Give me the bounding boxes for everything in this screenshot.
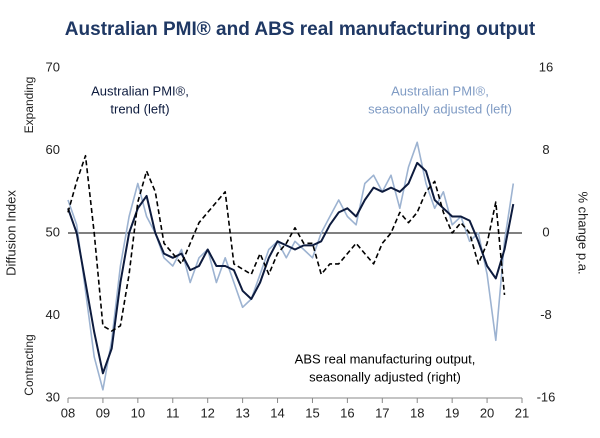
x-tick-label: 16 [340,405,354,420]
y-axis-label: Diffusion Index [3,190,18,276]
x-tick-label: 21 [515,405,529,420]
y2-tick-label: -16 [537,389,556,404]
annotation: trend (left) [110,101,169,116]
series-line [67,154,506,332]
y-tick-label: 40 [46,307,60,322]
x-tick-label: 08 [61,405,75,420]
annotation: seasonally adjusted (right) [309,369,461,384]
y-tick-label: 30 [46,389,60,404]
x-tick-label: 17 [375,405,389,420]
annotation: Australian PMI®, [91,83,189,98]
x-tick-label: 09 [96,405,110,420]
y-tick-label: 50 [46,224,60,239]
annotation: seasonally adjusted (left) [368,101,512,116]
y2-tick-label: 16 [539,59,553,74]
annotation: ABS real manufacturing output, [295,351,476,366]
x-tick-label: 18 [410,405,424,420]
x-tick-label: 19 [445,405,459,420]
annotation: Australian PMI®, [391,83,489,98]
x-tick-label: 20 [480,405,494,420]
x-tick-label: 13 [235,405,249,420]
x-tick-label: 14 [270,405,284,420]
x-tick-label: 10 [131,405,145,420]
x-tick-label: 15 [305,405,319,420]
y2-tick-label: 8 [542,142,549,157]
y2-axis-label: % change p.a. [576,191,591,274]
chart-title: Australian PMI® and ABS real manufacturi… [65,19,536,40]
y2-tick-label: 0 [542,224,549,239]
expanding-note: Expanding [22,77,36,134]
y-tick-label: 60 [46,142,60,157]
y2-tick-label: -8 [540,307,552,322]
x-tick-label: 12 [200,405,214,420]
series-line [67,161,515,375]
y-tick-label: 70 [46,59,60,74]
contracting-note: Contracting [22,334,36,395]
series-line [67,141,515,391]
x-tick-label: 11 [166,405,180,420]
